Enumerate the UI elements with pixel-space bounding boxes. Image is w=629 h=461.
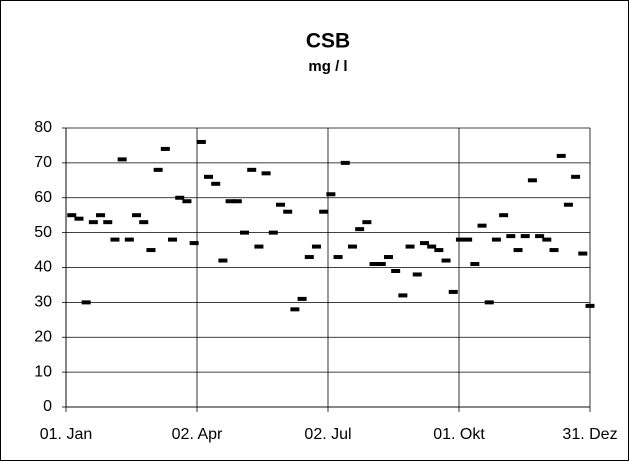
marker — [175, 195, 185, 200]
marker — [189, 241, 199, 246]
marker — [103, 220, 113, 225]
marker — [290, 307, 300, 312]
x-tick-label: 02. Jul — [304, 426, 351, 443]
marker — [448, 289, 458, 294]
marker — [326, 192, 336, 197]
marker — [139, 220, 149, 225]
marker — [499, 213, 509, 218]
y-tick-label: 20 — [34, 328, 52, 345]
marker — [369, 262, 379, 267]
marker — [247, 167, 257, 172]
y-tick-label: 70 — [34, 154, 52, 171]
marker — [535, 234, 545, 239]
x-tick-label: 31. Dez — [562, 426, 617, 443]
chart-title: CSB — [306, 30, 350, 53]
marker — [254, 244, 264, 249]
marker — [146, 248, 156, 253]
marker — [110, 237, 120, 242]
marker — [81, 300, 91, 305]
marker — [376, 262, 386, 267]
marker — [578, 251, 588, 256]
marker — [232, 199, 242, 204]
marker — [383, 255, 393, 260]
marker — [571, 174, 581, 179]
marker — [67, 213, 77, 218]
y-tick-label: 60 — [34, 189, 52, 206]
marker — [225, 199, 235, 204]
y-tick-label: 40 — [34, 259, 52, 276]
marker — [297, 296, 307, 301]
x-tick-label: 02. Apr — [172, 426, 223, 443]
marker — [218, 258, 228, 263]
marker — [211, 181, 221, 186]
marker — [311, 244, 321, 249]
marker — [585, 303, 595, 308]
marker — [340, 160, 350, 165]
marker — [196, 139, 206, 144]
marker — [491, 237, 501, 242]
marker — [391, 268, 401, 273]
marker — [168, 237, 178, 242]
marker — [412, 272, 422, 277]
marker — [261, 171, 271, 176]
marker — [153, 167, 163, 172]
marker — [477, 223, 487, 228]
marker — [304, 255, 314, 260]
marker — [463, 237, 473, 242]
marker — [556, 153, 566, 158]
marker — [319, 209, 329, 214]
marker — [283, 209, 293, 214]
marker — [455, 237, 465, 242]
x-tick-label: 01. Jan — [40, 426, 92, 443]
marker — [405, 244, 415, 249]
marker — [204, 174, 214, 179]
marker — [96, 213, 106, 218]
marker — [520, 234, 530, 239]
marker — [355, 227, 365, 232]
marker — [132, 213, 142, 218]
marker — [470, 262, 480, 267]
marker — [160, 146, 170, 151]
marker — [362, 220, 372, 225]
marker — [419, 241, 429, 246]
marker — [484, 300, 494, 305]
x-tick-label: 01. Okt — [433, 426, 485, 443]
y-tick-label: 0 — [43, 398, 52, 415]
marker — [268, 230, 278, 235]
marker — [434, 248, 444, 253]
marker — [347, 244, 357, 249]
marker — [398, 293, 408, 298]
marker — [563, 202, 573, 207]
marker — [88, 220, 98, 225]
marker — [117, 157, 127, 162]
y-tick-label: 30 — [34, 294, 52, 311]
marker — [506, 234, 516, 239]
marker — [182, 199, 192, 204]
marker — [124, 237, 134, 242]
marker — [542, 237, 552, 242]
y-tick-label: 50 — [34, 224, 52, 241]
marker — [549, 248, 559, 253]
y-tick-label: 10 — [34, 363, 52, 380]
marker — [275, 202, 285, 207]
marker — [333, 255, 343, 260]
marker — [513, 248, 523, 253]
marker — [74, 216, 84, 221]
marker — [441, 258, 451, 263]
marker — [527, 178, 537, 183]
y-tick-label: 80 — [34, 119, 52, 136]
marker — [427, 244, 437, 249]
marker — [240, 230, 250, 235]
chart-subtitle: mg / l — [308, 58, 347, 75]
